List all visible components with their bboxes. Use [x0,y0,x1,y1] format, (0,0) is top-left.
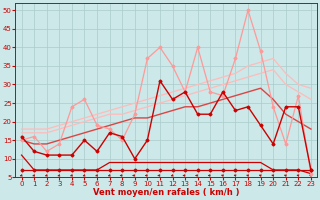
X-axis label: Vent moyen/en rafales ( km/h ): Vent moyen/en rafales ( km/h ) [93,188,239,197]
